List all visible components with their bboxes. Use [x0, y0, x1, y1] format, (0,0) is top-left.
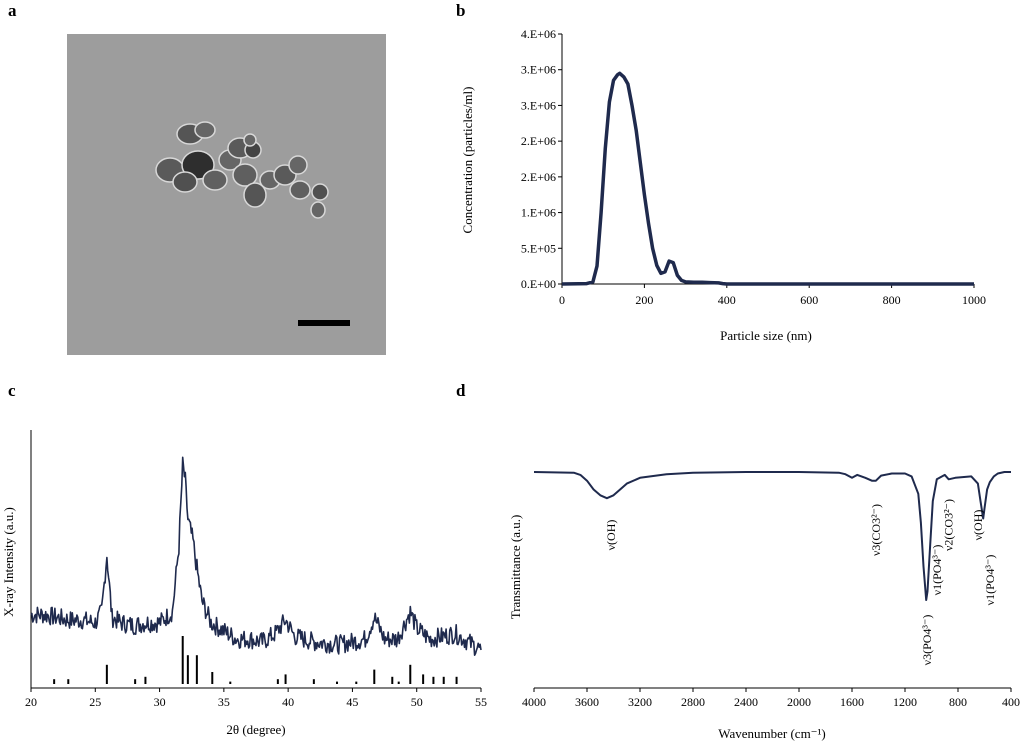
chart-c-x-tick-label: 20: [25, 695, 37, 709]
chart-d-band-annotation: ν(OH): [971, 510, 985, 541]
chart-b-y-tick-label: 2.E+06: [521, 170, 556, 184]
chart-c-x-tick-label: 45: [346, 695, 358, 709]
chart-d-band-annotation: ν3(PO4³⁻): [920, 615, 934, 666]
chart-d-x-tick-label: 1600: [840, 695, 864, 709]
chart-c-x-tick-label: 50: [411, 695, 423, 709]
chart-d-x-tick-label: 2800: [681, 695, 705, 709]
chart-d-band-annotation: ν1(PO4³⁻): [983, 555, 997, 606]
chart-d-band-annotation: ν(OH): [604, 520, 618, 551]
chart-d-x-tick-label: 2400: [734, 695, 758, 709]
chart-b-y-tick-label: 2.E+06: [521, 134, 556, 148]
chart-b-y-tick-label: 3.E+06: [521, 63, 556, 77]
chart-d-ylabel: Transmittance (a.u.): [508, 515, 523, 620]
chart-c-series-line: [30, 456, 482, 656]
chart-c-x-tick-label: 35: [218, 695, 230, 709]
panel-label-d: d: [456, 381, 466, 400]
chart-d-series-line: [533, 471, 1011, 601]
tem-micrograph: [67, 34, 386, 355]
chart-c: X-ray Intensity (a.u.) 2θ (degree) 20 25 3…: [1, 430, 487, 737]
chart-c-xlabel: 2θ (degree): [226, 722, 285, 737]
chart-c-x-tick-label: 30: [154, 695, 166, 709]
nanoparticle-cluster: [155, 121, 329, 219]
chart-b-x-tick-label: 1000: [962, 293, 986, 307]
chart-d-x-tick-label: 3200: [628, 695, 652, 709]
chart-b-y-tick-label: 4.E+06: [521, 27, 556, 41]
chart-b-x-tick-label: 400: [718, 293, 736, 307]
chart-b-y-tick-label: 5.E+05: [521, 241, 556, 255]
chart-d-x-tick-label: 4000: [522, 695, 546, 709]
chart-b-x-tick-label: 200: [635, 293, 653, 307]
chart-b-x-tick-label: 600: [800, 293, 818, 307]
chart-d-x-tick-label: 3600: [575, 695, 599, 709]
chart-b-x-tick-label: 0: [559, 293, 565, 307]
chart-d: Transmittance (a.u.) Wavenumber (cm⁻¹) 4…: [508, 471, 1020, 741]
chart-b-y-tick-label: 0.E+00: [521, 277, 556, 291]
chart-c-x-tick-label: 25: [89, 695, 101, 709]
chart-b-y-tick-label: 1.E+06: [521, 206, 556, 220]
chart-c-x-tick-label: 40: [282, 695, 294, 709]
chart-c-ylabel: X-ray Intensity (a.u.): [1, 507, 16, 617]
panel-label-a: a: [8, 1, 17, 20]
panel-label-c: c: [8, 381, 16, 400]
chart-d-x-tick-label: 400: [1002, 695, 1020, 709]
chart-d-band-annotation: ν3(CO3²⁻): [869, 504, 883, 556]
chart-d-x-tick-label: 1200: [893, 695, 917, 709]
chart-d-band-annotation: ν2(CO3²⁻): [942, 499, 956, 551]
chart-b-series-line: [561, 71, 974, 286]
chart-b-ylabel: Concentration (particles/ml): [460, 87, 475, 234]
chart-d-band-annotation: ν1(PO4³⁻): [930, 545, 944, 596]
chart-d-xlabel: Wavenumber (cm⁻¹): [718, 726, 826, 741]
chart-b: Concentration (particles/ml) Particle si…: [460, 27, 986, 343]
chart-d-x-tick-label: 2000: [787, 695, 811, 709]
chart-b-x-tick-label: 800: [883, 293, 901, 307]
chart-b-xlabel: Particle size (nm): [720, 328, 812, 343]
chart-d-x-tick-label: 800: [949, 695, 967, 709]
scale-bar: [298, 320, 350, 326]
chart-c-x-tick-label: 55: [475, 695, 487, 709]
micrograph-background: [67, 34, 386, 355]
chart-b-y-tick-label: 3.E+06: [521, 98, 556, 112]
panel-label-b: b: [456, 1, 465, 20]
